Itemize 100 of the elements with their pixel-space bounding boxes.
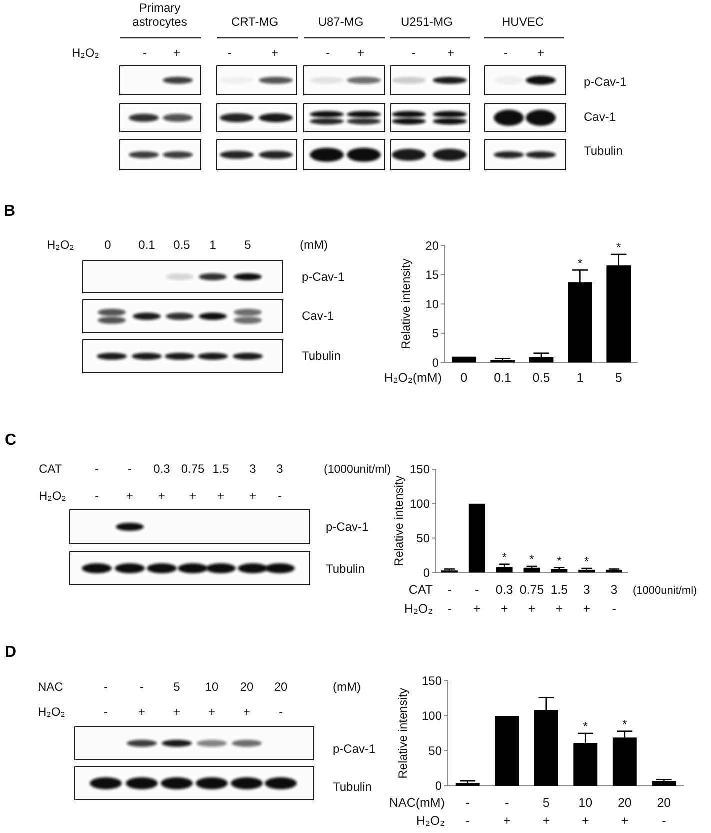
text: + <box>528 602 536 616</box>
x-axis-title: H₂O₂(mM) <box>384 371 442 385</box>
x-tick-label: 10 <box>578 796 593 810</box>
text: 5 <box>174 680 181 694</box>
text: H₂O₂ <box>47 238 75 252</box>
y-tick-label: 0 <box>432 356 440 370</box>
text: 0.5 <box>174 238 191 252</box>
y-axis-title: Relative intensity <box>392 476 406 566</box>
text: Tubulin <box>302 349 341 363</box>
x-tick-label: 0 <box>460 371 468 385</box>
text: + <box>173 705 181 719</box>
text: + <box>217 489 225 503</box>
text: Tubulin <box>584 144 623 158</box>
text: CRT-MG <box>231 15 279 29</box>
text: + <box>138 705 146 719</box>
text: C <box>5 432 17 449</box>
text: - <box>326 46 330 60</box>
y-tick-label: 0 <box>423 566 430 580</box>
bar <box>496 567 513 573</box>
text: Tubulin <box>326 562 365 576</box>
text: + <box>357 46 365 60</box>
annotation: * <box>557 554 562 568</box>
text: U87-MG <box>318 15 364 29</box>
text: + <box>208 705 216 719</box>
y-tick-label: 50 <box>416 532 430 546</box>
text: Cav-1 <box>302 309 334 323</box>
text: 0.75 <box>181 462 205 476</box>
text: (mM) <box>333 680 361 694</box>
x-tick-label: 0.3 <box>496 583 514 597</box>
x-tick-label: - <box>466 796 470 810</box>
x-tick-label: 3 <box>583 583 590 597</box>
x-tick-label: - <box>475 583 480 597</box>
text: (1000unit/ml) <box>324 464 392 476</box>
y-axis-title: Relative intensity <box>396 688 410 779</box>
x-tick-label: 5 <box>615 371 622 385</box>
text: + <box>447 46 455 60</box>
x-tick-label: 3 <box>610 583 618 597</box>
annotation: * <box>616 240 622 254</box>
text: p-Cav-1 <box>326 520 370 534</box>
text: - <box>412 46 416 60</box>
text: Primary astrocytes <box>132 1 188 30</box>
annotation: * <box>530 552 535 567</box>
y-tick-label: 20 <box>426 238 440 253</box>
bar <box>578 570 596 573</box>
annotation: * <box>584 554 590 569</box>
x-tick-label: 5 <box>542 796 550 810</box>
x-tick-label: 20 <box>657 796 672 810</box>
y-tick-label: 50 <box>428 744 442 758</box>
text: (1000unit/ml) <box>633 585 698 597</box>
text: + <box>249 489 257 503</box>
y-tick-label: 10 <box>426 297 440 312</box>
text: H₂O₂ <box>72 46 100 60</box>
text: 3 <box>276 462 284 476</box>
text: H₂O₂ <box>416 814 446 828</box>
text: - <box>448 602 452 616</box>
text: + <box>503 814 511 828</box>
x-tick-label: 1 <box>576 371 584 385</box>
text: - <box>662 814 666 828</box>
bar <box>452 356 476 363</box>
text: + <box>621 814 629 828</box>
text: + <box>473 602 481 616</box>
text: + <box>500 602 508 616</box>
text: HUVEC <box>502 15 544 29</box>
text: - <box>279 705 283 719</box>
text: 10 <box>205 680 219 694</box>
text: + <box>542 814 550 828</box>
text: 20 <box>240 680 254 694</box>
text: - <box>228 46 232 60</box>
y-tick-label: 100 <box>410 497 430 512</box>
text: H₂O₂ <box>404 602 434 616</box>
text: 5 <box>244 238 252 252</box>
text: D <box>5 644 17 661</box>
text: CAT <box>39 462 63 476</box>
text: - <box>95 462 99 476</box>
text: 0 <box>104 238 112 252</box>
text: (mM) <box>300 238 328 252</box>
text: + <box>556 602 564 616</box>
x-tick-label: 0.1 <box>494 371 512 385</box>
text: 3 <box>250 462 257 476</box>
text: - <box>95 489 99 503</box>
x-axis-title: CAT <box>408 583 434 597</box>
text: + <box>189 489 197 503</box>
text: H₂O₂ <box>38 705 66 719</box>
text: - <box>278 489 282 503</box>
bar <box>468 504 486 573</box>
text: H₂O₂ <box>39 489 67 503</box>
y-tick-label: 150 <box>422 674 442 688</box>
y-tick-label: 0 <box>435 779 442 794</box>
annotation: * <box>583 720 588 734</box>
text: NAC <box>38 680 64 694</box>
text: - <box>612 602 616 616</box>
x-tick-label: 0.5 <box>532 371 550 385</box>
text: - <box>128 462 132 476</box>
x-tick-label: - <box>505 796 510 810</box>
text: p-Cav-1 <box>302 270 346 284</box>
text: + <box>537 46 545 60</box>
x-tick-label: 0.75 <box>520 583 544 597</box>
annotation: * <box>578 256 583 270</box>
text: - <box>143 46 147 60</box>
y-tick-label: 15 <box>426 268 440 282</box>
